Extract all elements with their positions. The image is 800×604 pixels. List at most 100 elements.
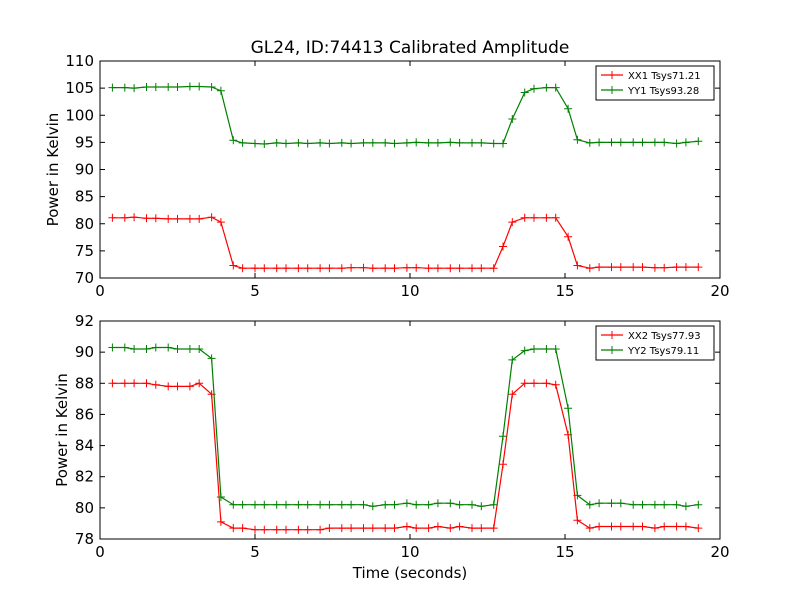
- data-point: [108, 343, 117, 352]
- data-point: [455, 264, 464, 273]
- series-1: [108, 379, 703, 534]
- data-point: [368, 264, 377, 273]
- data-point: [294, 264, 303, 273]
- x-tick-label: 10: [400, 282, 419, 300]
- data-point: [672, 500, 681, 509]
- y-axis-label: Power in Kelvin: [44, 113, 62, 227]
- data-point: [681, 263, 690, 272]
- data-point: [607, 522, 616, 531]
- data-point: [508, 355, 517, 364]
- data-point: [347, 500, 356, 509]
- y-tick-label: 105: [65, 79, 94, 97]
- data-point: [520, 213, 529, 222]
- data-point: [455, 138, 464, 147]
- data-point: [650, 524, 659, 533]
- data-point: [508, 390, 517, 399]
- data-point: [173, 214, 182, 223]
- data-point: [108, 83, 117, 92]
- data-point: [672, 263, 681, 272]
- data-point: [499, 460, 507, 469]
- data-point: [595, 263, 604, 272]
- data-point: [337, 138, 346, 147]
- data-point: [629, 263, 638, 272]
- data-point: [681, 502, 690, 511]
- data-point: [412, 263, 421, 272]
- data-point: [238, 500, 247, 509]
- data-point: [650, 138, 659, 147]
- legend: XX2 Tsys77.93 YY2 Tsys79.11: [595, 325, 715, 361]
- y-tick-label: 88: [75, 374, 94, 392]
- data-point: [195, 82, 204, 91]
- data-point: [185, 82, 194, 91]
- data-point: [390, 139, 399, 148]
- data-point: [238, 524, 247, 533]
- data-point: [282, 139, 290, 148]
- legend-entry: YY1 Tsys93.28: [601, 86, 699, 97]
- legend-entry: XX2 Tsys77.93: [601, 331, 701, 342]
- data-point: [282, 500, 290, 509]
- data-point: [672, 522, 681, 531]
- data-point: [489, 500, 498, 509]
- data-point: [530, 213, 538, 222]
- data-point: [325, 139, 334, 148]
- data-point: [381, 524, 390, 533]
- x-tick-label: 15: [555, 543, 574, 561]
- data-point: [368, 138, 377, 147]
- y-tick-label: 82: [75, 468, 94, 486]
- data-point: [595, 499, 604, 508]
- data-point: [629, 138, 638, 147]
- series-1: [108, 213, 703, 273]
- data-point: [616, 522, 625, 531]
- data-point: [251, 139, 259, 148]
- data-point: [368, 502, 377, 511]
- data-point: [433, 522, 442, 531]
- data-point: [551, 213, 560, 222]
- x-tick-label: 5: [250, 282, 260, 300]
- data-point: [551, 83, 560, 92]
- x-tick-label: 15: [555, 282, 574, 300]
- data-point: [595, 522, 604, 531]
- data-point: [616, 263, 625, 272]
- y-tick-label: 75: [75, 242, 94, 260]
- data-point: [499, 242, 507, 251]
- data-point: [585, 500, 594, 509]
- data-point: [130, 379, 139, 388]
- data-point: [412, 524, 421, 533]
- data-point: [195, 214, 204, 223]
- data-point: [229, 500, 238, 509]
- chart-panel-2: 0 5 10 15 20 78 80 82 84 86 88 90 92 Power in Kelvin T…: [53, 312, 730, 582]
- data-point: [433, 264, 442, 273]
- data-point: [402, 522, 411, 531]
- data-point: [142, 379, 151, 388]
- data-point: [585, 138, 594, 147]
- data-point: [151, 214, 160, 223]
- x-axis-label: Time (seconds): [352, 564, 468, 582]
- data-point: [412, 138, 421, 147]
- data-point: [282, 264, 290, 273]
- data-point: [424, 138, 433, 147]
- legend-frame: [595, 65, 715, 101]
- data-point: [638, 500, 647, 509]
- y-tick-label: 110: [65, 52, 94, 70]
- data-point: [542, 213, 551, 222]
- data-point: [251, 525, 259, 534]
- data-point: [681, 138, 690, 147]
- data-point: [520, 379, 529, 388]
- data-point: [489, 264, 498, 273]
- y-tick-label: 84: [75, 437, 94, 455]
- data-point: [260, 140, 269, 148]
- data-point: [337, 500, 346, 509]
- data-point: [390, 264, 399, 273]
- data-point: [660, 138, 669, 147]
- data-point: [130, 84, 139, 93]
- data-point: [229, 261, 238, 270]
- data-point: [337, 524, 346, 533]
- data-point: [477, 138, 486, 147]
- data-point: [446, 264, 455, 273]
- data-point: [216, 493, 225, 501]
- data-point: [520, 88, 529, 97]
- data-point: [347, 524, 356, 533]
- data-point: [216, 86, 225, 95]
- data-point: [325, 264, 334, 273]
- data-point: [573, 491, 582, 500]
